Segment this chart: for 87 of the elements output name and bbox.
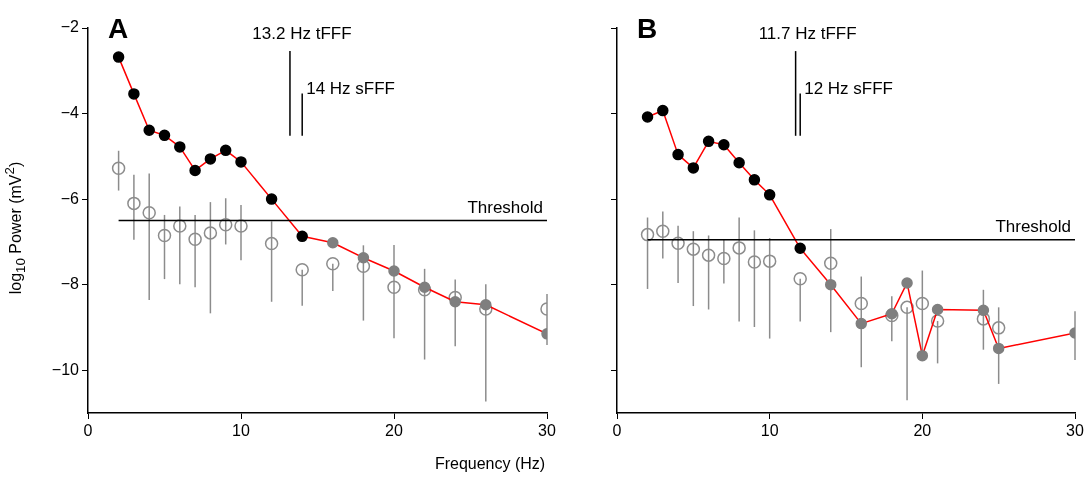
point [112, 51, 125, 63]
chart-title: A [108, 13, 129, 44]
point [264, 236, 279, 251]
point [930, 314, 945, 328]
point [854, 296, 869, 311]
point [265, 193, 278, 205]
point [718, 139, 730, 151]
ref-line-label: 12 Hz sFFF [804, 79, 893, 99]
point [128, 88, 140, 100]
x-tick-label: 30 [538, 422, 556, 440]
point [762, 254, 777, 268]
point [701, 248, 716, 262]
x-tick-label: 20 [913, 422, 932, 440]
x-axis-title: Frequency (Hz) [433, 455, 547, 473]
point [976, 312, 991, 326]
point [235, 156, 247, 168]
point [188, 232, 202, 247]
point [234, 219, 248, 233]
point [977, 304, 990, 317]
y-tick-label: −10 [51, 360, 80, 378]
point [793, 271, 807, 286]
y-tick-label: −4 [60, 103, 80, 121]
ref-line-label: 14 Hz sFFF [306, 79, 395, 99]
x-tick-label: 0 [83, 422, 93, 440]
ref-line-label: Threshold [995, 216, 1071, 236]
point [157, 228, 172, 243]
point [388, 265, 400, 277]
point [686, 242, 701, 256]
point [203, 226, 218, 240]
x-tick-label: 10 [760, 422, 779, 440]
ref-line-label: Threshold [467, 197, 543, 217]
point [218, 218, 233, 232]
point [687, 162, 700, 174]
point [127, 196, 141, 211]
ref-line-label: 13.2 Hz tFFF [252, 24, 352, 44]
y-tick-label: −8 [60, 275, 80, 293]
point [717, 251, 731, 266]
point [158, 129, 171, 142]
point [702, 135, 715, 148]
point [326, 256, 340, 271]
point [219, 144, 232, 157]
point [794, 242, 806, 255]
point [641, 111, 654, 123]
point [449, 296, 461, 308]
point [640, 227, 655, 242]
x-tick-label: 0 [612, 422, 622, 440]
point [173, 219, 187, 233]
point [657, 104, 669, 117]
point [931, 303, 944, 316]
ref-line-label: 11.7 Hz tFFF [758, 24, 857, 44]
point [143, 124, 155, 136]
point [111, 161, 126, 176]
point [142, 206, 156, 220]
point [656, 224, 670, 238]
point [732, 241, 746, 255]
point [189, 164, 201, 177]
x-tick-label: 30 [1066, 422, 1084, 440]
point [855, 317, 868, 330]
point [748, 174, 761, 186]
point [916, 349, 929, 362]
point [204, 153, 217, 165]
point [763, 189, 776, 201]
y-tick-label: −2 [60, 18, 80, 36]
x-tick-label: 10 [232, 422, 250, 440]
point [418, 281, 431, 293]
point [991, 321, 1006, 335]
point [747, 255, 762, 269]
point [295, 262, 309, 277]
point [357, 251, 370, 264]
point [901, 277, 913, 289]
point [327, 236, 339, 249]
point [823, 256, 838, 271]
y-tick-label: −6 [60, 189, 80, 207]
point [672, 148, 684, 161]
point [992, 342, 1005, 355]
point [671, 236, 685, 250]
chart-title: B [637, 13, 658, 44]
point [915, 296, 930, 311]
point [296, 230, 308, 243]
point [387, 280, 401, 294]
point [480, 299, 492, 311]
point [824, 278, 837, 291]
point [900, 300, 914, 315]
point [356, 259, 371, 274]
point [174, 141, 186, 153]
x-tick-label: 20 [385, 422, 403, 440]
point [733, 157, 745, 169]
